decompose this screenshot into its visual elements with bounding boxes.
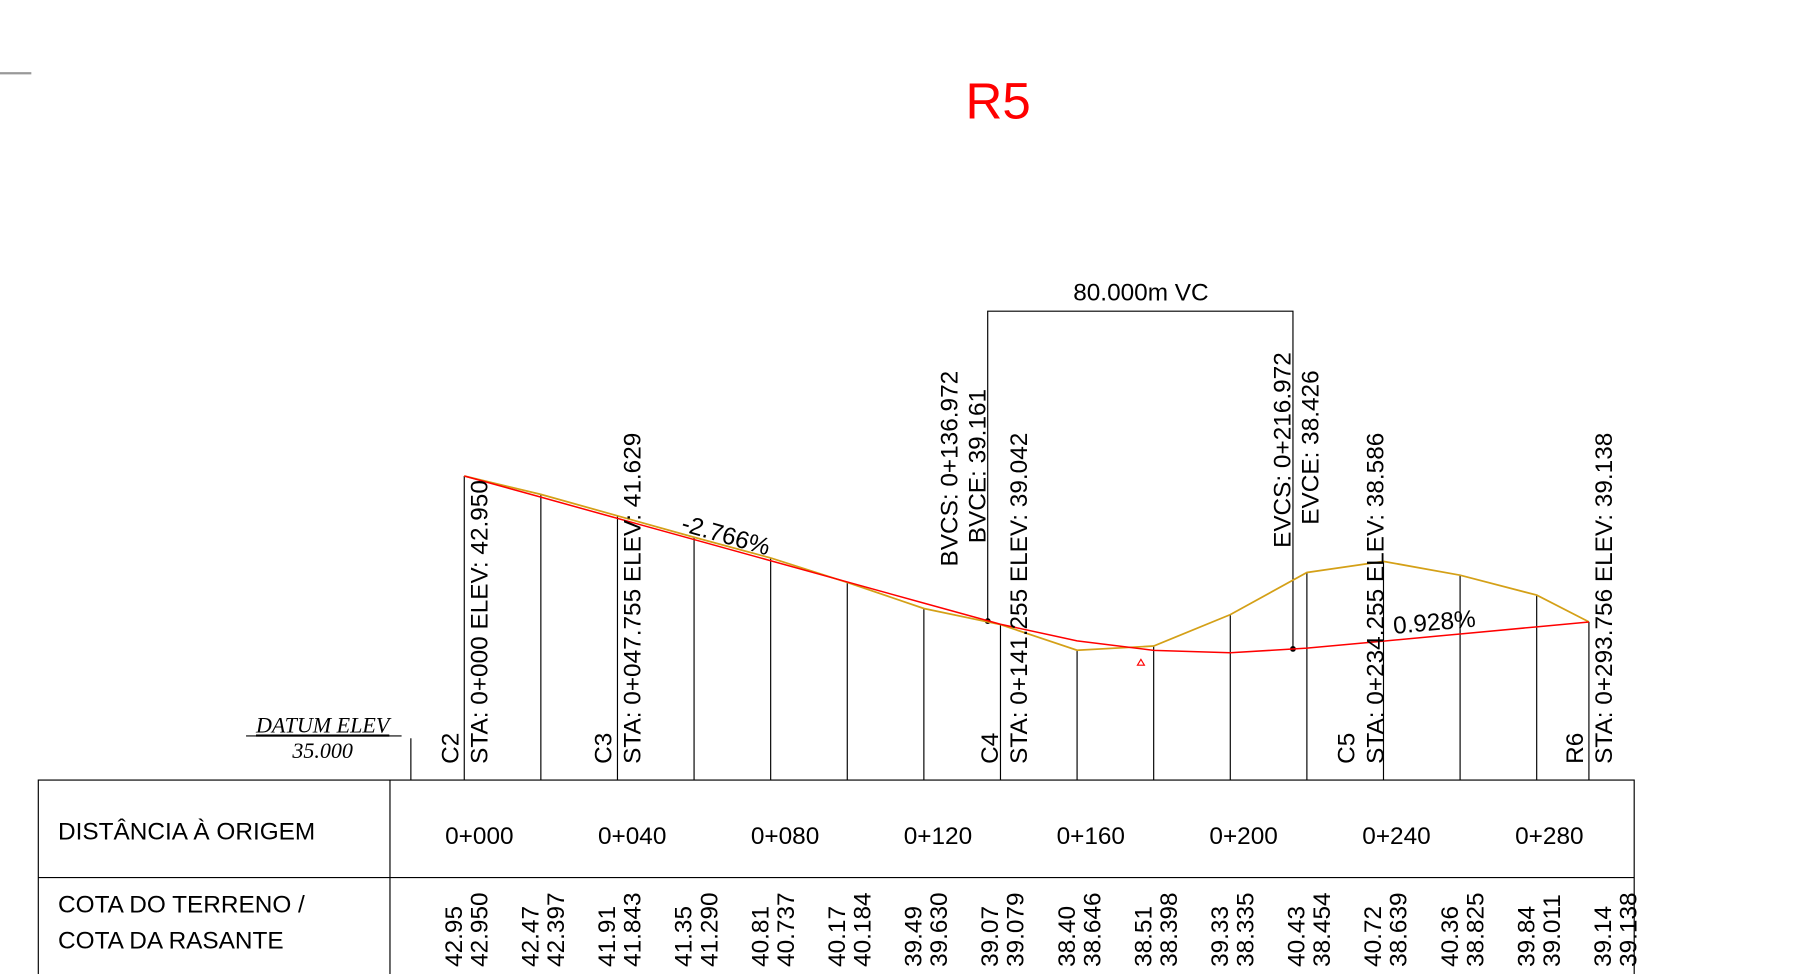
table: DISTÂNCIA À ORIGEM COTA DO TERRENO / COT… — [37, 779, 1635, 974]
grade-elevation: 39.138 — [1616, 892, 1643, 967]
title: R5 — [966, 72, 1031, 129]
terrain-elevation: 40.17 — [824, 906, 851, 967]
grade-elevation: 40.737 — [773, 892, 800, 967]
station-code: C5 — [1333, 733, 1360, 764]
distance: 0+240 — [1362, 823, 1430, 850]
terrain-elevation: 40.43 — [1284, 906, 1311, 967]
terrain-elevation: 39.33 — [1207, 906, 1234, 967]
vc-bracket: 80.000m VC BVCS: 0+136.972 BVCE: 39.161 … — [937, 280, 1324, 652]
grade-elevation: 38.398 — [1156, 892, 1183, 967]
vc-bracket-line — [987, 310, 1294, 649]
distance: 0+120 — [904, 823, 972, 850]
terrain-elevation: 40.36 — [1437, 906, 1464, 967]
terrain-elevation: 41.91 — [594, 906, 621, 967]
grade-elevation: 38.825 — [1462, 892, 1489, 967]
terrain-elevation: 38.51 — [1130, 906, 1157, 967]
grade-elevation: 39.011 — [1539, 894, 1566, 967]
terrain-elevation: 42.95 — [441, 906, 468, 967]
station-label: STA: 0+293.756 ELEV: 39.138 — [1591, 433, 1618, 764]
distance: 0+200 — [1209, 823, 1277, 850]
grade-elevation: 38.646 — [1079, 892, 1106, 967]
grade-elevation: 42.397 — [543, 892, 570, 967]
low-point-mark — [1136, 658, 1146, 666]
datum: DATUM ELEV 35.000 — [246, 712, 412, 781]
terrain-elevation: 39.49 — [901, 906, 928, 967]
terrain-elevation: 39.14 — [1590, 906, 1617, 967]
distance: 0+040 — [598, 823, 666, 850]
station-code: R6 — [1562, 733, 1589, 764]
datum-value: 35.000 — [291, 738, 353, 763]
distance: 0+280 — [1515, 823, 1583, 850]
grade-elevation: 38.335 — [1232, 892, 1259, 967]
grade-1: -2.766% — [678, 510, 773, 561]
row-label: COTA DA RASANTE — [58, 927, 284, 954]
bvcs: BVCS: 0+136.972 — [937, 371, 964, 567]
evce: EVCE: 38.426 — [1297, 370, 1324, 524]
grade-elevation: 39.630 — [926, 892, 953, 967]
grade-elevation: 42.950 — [466, 892, 493, 967]
station-label: STA: 0+141.255 ELEV: 39.042 — [1006, 433, 1033, 764]
vc-length: 80.000m VC — [1073, 280, 1208, 307]
row-label: DISTÂNCIA À ORIGEM — [58, 818, 315, 845]
grade-2: 0.928% — [1392, 606, 1477, 640]
evcs: EVCS: 0+216.972 — [1270, 352, 1297, 548]
terrain-elevation: 41.35 — [671, 906, 698, 967]
grade-line — [464, 475, 1589, 654]
terrain-line — [464, 475, 1590, 652]
distance: 0+160 — [1057, 823, 1125, 850]
terrain-elevation: 40.72 — [1360, 906, 1387, 967]
grade-elevation: 39.079 — [1003, 892, 1030, 967]
station-label: STA: 0+234.255 ELEV: 38.586 — [1362, 433, 1389, 764]
bvce: BVCE: 39.161 — [964, 389, 991, 543]
terrain-elevation: 39.07 — [977, 906, 1004, 967]
row-label: COTA DO TERRENO / — [58, 891, 305, 918]
station-code: C3 — [591, 733, 618, 764]
terrain-elevation: 39.84 — [1513, 906, 1540, 967]
station-code: C4 — [977, 733, 1004, 764]
grade-elevation: 40.184 — [849, 892, 876, 967]
distance: 0+080 — [751, 823, 819, 850]
grade-elevation: 41.290 — [696, 892, 723, 967]
terrain-elevation: 42.47 — [518, 906, 545, 967]
terrain-elevation: 40.81 — [747, 906, 774, 967]
station-code: C2 — [437, 733, 464, 764]
station-label: STA: 0+000 ELEV: 42.950 — [466, 480, 493, 764]
distance: 0+000 — [445, 823, 513, 850]
grade-elevation: 38.454 — [1309, 892, 1336, 967]
station-label: STA: 0+047.755 ELEV: 41.629 — [620, 433, 647, 764]
grade-elevation: 38.639 — [1386, 892, 1413, 967]
datum-label: DATUM ELEV — [255, 712, 392, 737]
grade-elevation: 41.843 — [620, 892, 647, 967]
terrain-elevation: 38.40 — [1054, 906, 1081, 967]
